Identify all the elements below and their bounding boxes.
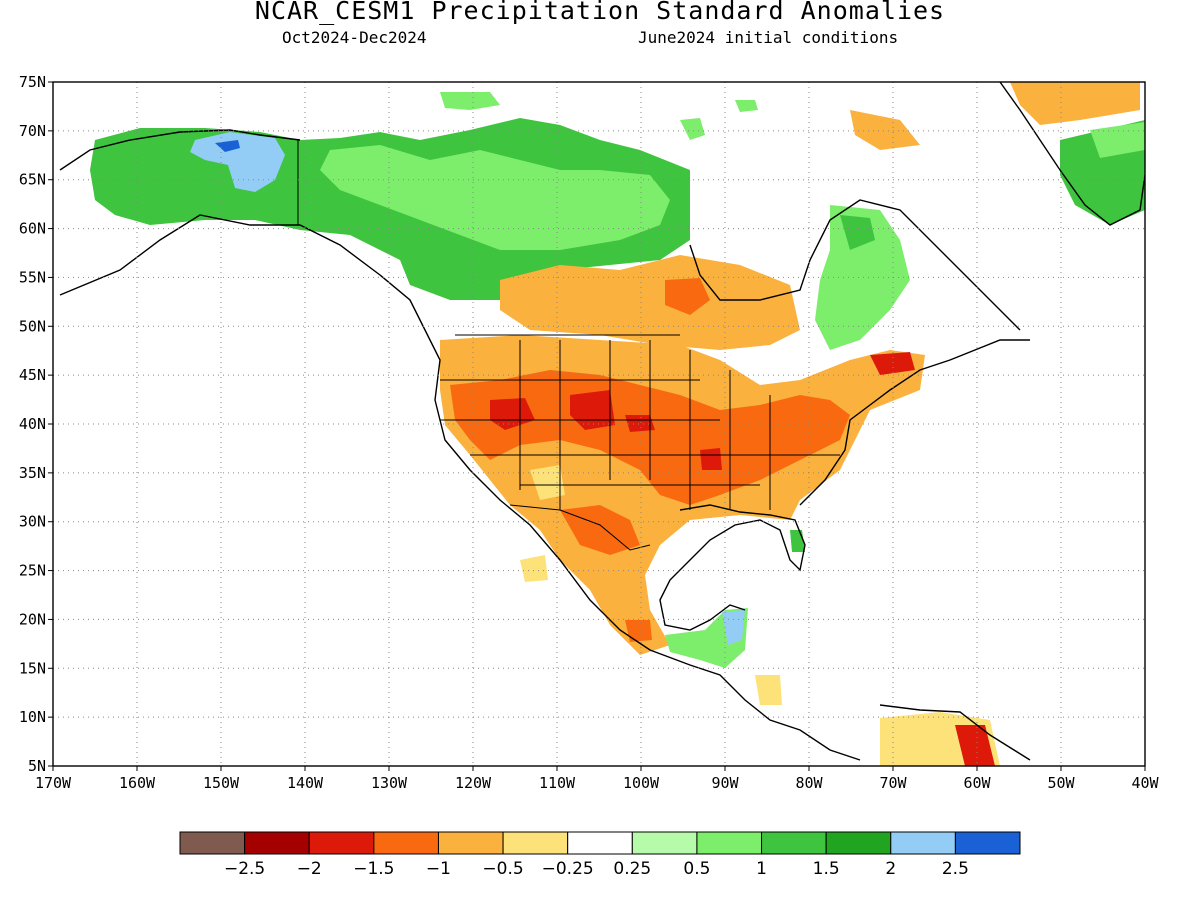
colorbar-label: −0.25	[542, 859, 594, 879]
region-canada-central-dry	[500, 255, 800, 350]
lon-tick-label: 120W	[455, 774, 492, 792]
forecast-period: Oct2024-Dec2024	[282, 28, 427, 47]
lat-tick-label: 5N	[28, 757, 46, 775]
initial-conditions: June2024 initial conditions	[638, 28, 899, 47]
lat-tick-label: 40N	[19, 415, 46, 433]
lat-tick-label: 15N	[19, 659, 46, 677]
graticule	[53, 82, 1145, 766]
colorbar-label: 0.25	[613, 859, 651, 879]
region-mexico-very-dry	[560, 505, 652, 642]
colorbar-label: −1.5	[353, 859, 394, 879]
colorbar-swatch	[890, 831, 956, 855]
colorbar-label: −0.5	[482, 859, 523, 879]
region-quebec-wet-core	[840, 215, 875, 250]
colorbar-swatch	[567, 831, 633, 855]
lat-tick-label: 30N	[19, 513, 46, 531]
region-arctic-wet	[440, 92, 758, 140]
region-central-america-dry	[755, 675, 782, 705]
region-yucatan-very-wet	[722, 610, 745, 645]
lat-tick-label: 75N	[19, 73, 46, 91]
colorbar-swatch	[696, 831, 763, 855]
colorbar-swatch	[761, 831, 827, 855]
colorbar-swatch	[244, 831, 310, 855]
lat-tick-label: 25N	[19, 562, 46, 580]
lat-tick-label: 20N	[19, 610, 46, 628]
lat-tick-label: 55N	[19, 268, 46, 286]
region-canada-north-wet	[320, 145, 670, 250]
colorbar-label: 2	[885, 859, 896, 879]
lon-tick-label: 170W	[35, 774, 72, 792]
lat-tick-label: 10N	[19, 708, 46, 726]
region-alaska-very-wet	[190, 132, 285, 192]
colorbar-label: −1	[426, 859, 451, 879]
colorbar-swatch	[502, 831, 569, 855]
map-title: NCAR_CESM1 Precipitation Standard Anomal…	[254, 0, 946, 25]
lon-tick-label: 40W	[1131, 774, 1159, 792]
lon-tick-label: 130W	[371, 774, 408, 792]
region-us-light-dry	[520, 465, 565, 582]
lon-tick-label: 90W	[711, 774, 739, 792]
lat-tick-label: 50N	[19, 317, 46, 335]
political-borders	[297, 140, 840, 551]
lon-tick-label: 160W	[119, 774, 156, 792]
lat-tick-label: 60N	[19, 220, 46, 238]
colorbar-label: −2.5	[224, 859, 265, 879]
lat-tick-label: 45N	[19, 366, 46, 384]
colorbar	[179, 831, 1021, 855]
latitude-labels: 75N 70N 65N 60N 55N 50N 45N 40N 35N 30N 25N 20N 15N 1…	[19, 73, 53, 775]
lat-tick-label: 70N	[19, 122, 46, 140]
colorbar-label: 1.5	[813, 859, 840, 879]
colorbar-swatch	[179, 831, 246, 855]
lat-tick-label: 35N	[19, 464, 46, 482]
lon-tick-label: 60W	[963, 774, 991, 792]
colorbar-swatch	[308, 831, 375, 855]
coastlines	[59, 82, 1145, 761]
lat-tick-label: 65N	[19, 171, 46, 189]
colorbar-swatch	[954, 831, 1021, 855]
colorbar-label: 1	[756, 859, 767, 879]
region-canada-central-very-dry	[665, 278, 710, 315]
lon-tick-label: 50W	[1047, 774, 1075, 792]
lon-tick-label: 110W	[539, 774, 576, 792]
region-venezuela-very-dry	[955, 725, 995, 766]
region-labrador-dry	[850, 110, 920, 150]
colorbar-labels: −2.5 −2 −1.5 −1 −0.5 −0.25 0.25 0.5 1 1.5 2 2.5	[224, 859, 969, 879]
colorbar-swatch	[631, 831, 698, 855]
colorbar-label: 2.5	[942, 859, 969, 879]
longitude-labels: 170W 160W 150W 140W 130W 120W 110W 100W 90W 80W 70…	[35, 766, 1160, 792]
colorbar-swatch	[373, 831, 439, 855]
colorbar-label: −2	[297, 859, 322, 879]
lon-tick-label: 100W	[623, 774, 660, 792]
lon-tick-label: 70W	[879, 774, 907, 792]
lon-tick-label: 80W	[795, 774, 823, 792]
region-us-extreme-dry	[490, 352, 915, 470]
region-quebec-wet	[815, 205, 910, 350]
colorbar-swatch	[825, 831, 892, 855]
lon-tick-label: 150W	[203, 774, 240, 792]
lon-tick-label: 140W	[287, 774, 324, 792]
region-greenland-dry	[1010, 82, 1140, 125]
colorbar-label: 0.5	[683, 859, 710, 879]
colorbar-swatch	[437, 831, 504, 855]
anomaly-fields	[90, 82, 1145, 766]
